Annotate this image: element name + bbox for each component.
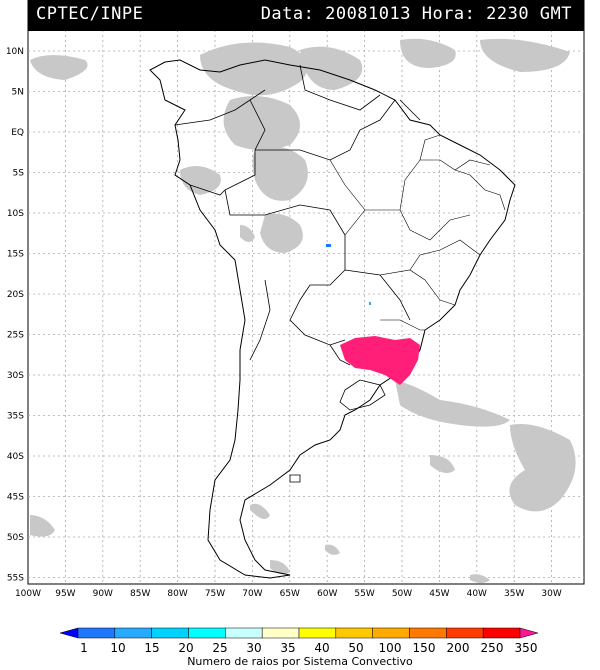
colorbar-tick-label: 35 <box>280 641 296 655</box>
lat-label: 35S <box>7 412 24 422</box>
colorbar-segment <box>188 627 226 639</box>
colorbar-segment <box>114 627 152 639</box>
lat-label: 20S <box>7 290 24 300</box>
colorbar-tick-label: 30 <box>246 641 262 655</box>
org-label: CPTEC/INPE <box>36 4 144 24</box>
lightning-speck <box>326 244 331 247</box>
colorbar-tick-label: 40 <box>314 641 330 655</box>
title-bar: CPTEC/INPE Data: 20081013 Hora: 2230 GMT <box>28 0 584 31</box>
colorbar-segment <box>335 627 373 639</box>
colorbar-tick-label: 1 <box>80 641 88 655</box>
lat-label: 45S <box>7 493 24 503</box>
map-frame <box>27 0 585 585</box>
colorbar-segment <box>261 627 300 639</box>
colorbar-segment <box>446 627 484 639</box>
colorbar-title: Numero de raios por Sistema Convectivo <box>187 655 413 668</box>
colorbar-segment <box>482 627 521 639</box>
colorbar-segment <box>372 627 410 639</box>
lon-label: 60W <box>317 589 337 599</box>
colorbar-segment <box>409 627 447 639</box>
lon-label: 35W <box>504 589 524 599</box>
latitude-labels: 10N 5N EQ 5S 10S 15S 20S 25S 30S 35S 40S 45S 50S 55S <box>6 47 24 584</box>
lon-label: 90W <box>93 589 113 599</box>
lon-label: 40W <box>467 589 487 599</box>
lon-label: 65W <box>280 589 300 599</box>
lon-label: 85W <box>130 589 150 599</box>
colorbar-tick-label: 200 <box>446 641 470 655</box>
lon-label: 95W <box>55 589 75 599</box>
colorbar-tick-label: 50 <box>348 641 364 655</box>
lon-label: 75W <box>205 589 225 599</box>
lat-label: 10S <box>7 209 24 219</box>
lat-label: 55S <box>7 574 24 584</box>
colorbar-end <box>519 627 539 639</box>
lon-label: 50W <box>392 589 412 599</box>
colorbar-segment <box>151 627 189 639</box>
coastline <box>149 59 516 579</box>
lon-label: 70W <box>242 589 262 599</box>
lightning-cluster <box>340 336 420 385</box>
lon-label: 100W <box>15 589 41 599</box>
colorbar-segment <box>77 627 116 639</box>
lon-label: 55W <box>354 589 374 599</box>
colorbar-tick-label: 250 <box>480 641 504 655</box>
country-borders <box>174 64 421 366</box>
colorbar <box>59 627 539 639</box>
colorbar-tick-label: 25 <box>212 641 228 655</box>
colorbar-tick-label: 100 <box>378 641 402 655</box>
lon-label: 45W <box>429 589 449 599</box>
lon-label: 80W <box>167 589 187 599</box>
lightning-speck <box>369 302 371 305</box>
lat-label: 5N <box>12 88 24 98</box>
colorbar-segment <box>225 627 263 639</box>
colorbar-tick-label: 150 <box>412 641 436 655</box>
longitude-labels: 100W 95W 90W 85W 80W 75W 70W 65W 60W 55W 50W 45W 40W… <box>15 589 562 599</box>
lat-label: 50S <box>7 533 24 543</box>
cloud-cover <box>30 38 576 583</box>
southern-borders <box>289 379 386 483</box>
state-borders <box>329 134 506 351</box>
colorbar-tick-label: 20 <box>178 641 194 655</box>
colorbar-end <box>59 627 79 639</box>
lat-label: 25S <box>7 331 24 341</box>
lat-label: 10N <box>6 47 24 57</box>
lon-label: 30W <box>541 589 561 599</box>
lat-label: 30S <box>7 371 24 381</box>
colorbar-segment <box>298 627 337 639</box>
lat-label: 15S <box>7 250 24 260</box>
lat-label: EQ <box>11 128 24 138</box>
datetime-label: Data: 20081013 Hora: 2230 GMT <box>260 4 572 24</box>
colorbar-tick-label: 15 <box>144 641 160 655</box>
colorbar-tick-label: 350 <box>514 641 538 655</box>
colorbar-tick-label: 10 <box>110 641 126 655</box>
lat-label: 40S <box>7 452 24 462</box>
lat-label: 5S <box>13 169 25 179</box>
